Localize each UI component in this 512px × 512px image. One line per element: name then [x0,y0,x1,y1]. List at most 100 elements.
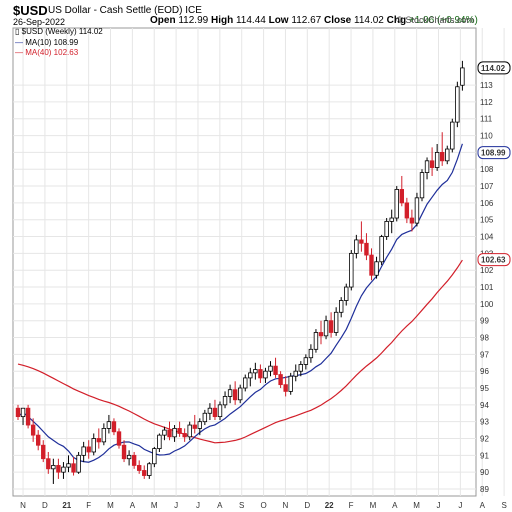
ma10-tag-box [477,146,511,160]
candle-up [338,300,344,313]
candle-up [61,466,66,473]
price-legend-label: $USD (Weekly) 114.02 [21,27,103,36]
candle-up [217,404,223,418]
y-tick-label: 108 [480,165,494,174]
candle-down [399,189,404,204]
candle-up [76,454,81,473]
candle-down [328,320,334,333]
candle-down [136,465,142,471]
y-tick-label: 112 [480,98,493,107]
candle-up [243,377,248,389]
candle-down [318,332,324,337]
candle-down [429,160,435,168]
y-tick-label: 105 [480,216,494,225]
candle-up [157,434,162,450]
chg-label: Chg [386,15,407,26]
y-tick-label: 97 [480,350,489,359]
open-label: Open [150,15,176,26]
x-tick-label: F [349,501,354,510]
ma40-path [17,259,463,444]
x-tick-label: D [304,501,310,510]
ma40-tag-box [477,253,511,267]
candle-up [162,429,167,436]
candle-up [207,407,213,414]
candle-down [409,217,415,224]
candle-up [344,286,349,301]
candle-down [359,239,364,244]
ma40-line [17,259,463,444]
y-tick-label: 96 [480,367,489,376]
x-tick-label: S [239,501,244,510]
y-tick-label: 94 [480,401,489,410]
candle-up [384,221,389,237]
y-tick-label: 102 [480,266,494,275]
low-value: 112.67 [291,15,322,26]
candle-up [126,454,132,460]
x-tick-label: N [283,501,289,510]
candle-up [460,67,465,86]
symbol-description: US Dollar - Cash Settle (EOD) ICE [48,5,202,16]
candle-down [283,384,288,392]
high-value: 114.44 [235,15,266,26]
ma40-tag-label: 102.63 [481,256,506,265]
y-tick-label: 101 [480,283,494,292]
candle-up [445,148,450,162]
low-label: Low [268,15,289,26]
y-tick-label: 89 [480,485,489,494]
candle-down [36,434,41,446]
ohlc-readout: Open 112.99 High 114.44 Low 112.67 Close… [150,15,478,26]
x-tick-label: A [392,501,398,510]
ma40-legend-swatch: — [15,48,23,57]
candle-up [106,421,112,429]
last-close-tag-box [477,61,511,75]
candle-up [187,424,192,438]
x-tick-label: J [174,501,178,510]
y-tick-label: 107 [480,182,494,191]
price-legend-swatch: ▯ [15,27,20,36]
candle-down [30,424,36,436]
candle-up [227,389,233,397]
candle-up [263,370,268,379]
candle-down [404,202,410,219]
x-tick-label: F [86,501,91,510]
close-value: 114.02 [354,15,384,26]
y-tick-label: 106 [480,199,494,208]
y-tick-label: 111 [480,115,493,124]
y-tick-label: 90 [480,468,489,477]
candle-up [298,364,303,372]
x-tick-label: M [370,501,377,510]
candle-up [455,86,460,123]
ma10-legend-label: MA(10) 108.99 [25,38,79,47]
y-tick-label: 99 [480,317,489,326]
candle-up [202,412,208,423]
close-label: Close [324,15,352,26]
candle-up [313,332,319,350]
y-axis: 8990919293949596979899100101102103104105… [480,81,494,494]
candle-up [349,252,354,288]
candle-up [389,217,394,222]
stockcharts-credit[interactable]: © StockCharts.com [396,15,474,25]
chart-date: 26-Sep-2022 [13,17,66,27]
candle-down [131,454,137,466]
value-tags: 114.02 108.99 102.63 [477,61,511,267]
candle-up [303,357,309,365]
candle-down [273,365,278,375]
candle-up [197,421,202,429]
candle-down [111,421,117,433]
x-tick-label: 21 [62,501,71,510]
candle-up [394,189,399,219]
last-close-tag-label: 114.02 [481,64,506,73]
candle-down [278,374,283,386]
ma10-tag-label: 108.99 [481,149,506,158]
candle-up [91,438,96,453]
x-tick-label: J [196,501,200,510]
candle-down [15,407,21,418]
x-tick-label: A [217,501,223,510]
candle-down [177,428,182,434]
candle-up [253,369,258,374]
candles [15,60,465,484]
ma10-line [17,143,463,463]
open-value: 112.99 [178,15,209,26]
candle-up [333,311,339,333]
candle-down [182,433,187,438]
